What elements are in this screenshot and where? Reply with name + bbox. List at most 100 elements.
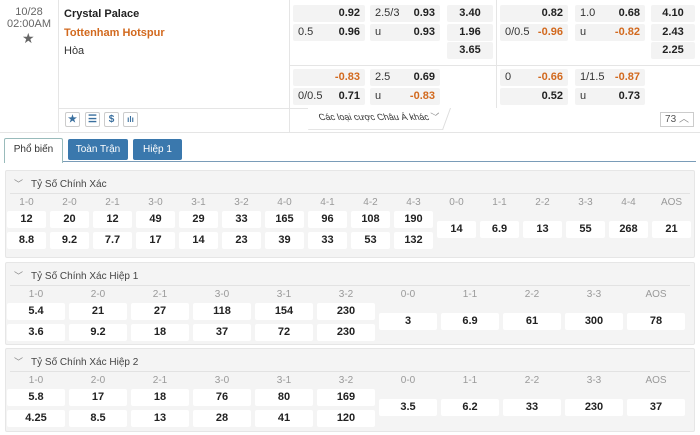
odds-cell-away[interactable]: 4.25 [7,410,65,427]
odds-ft-hdp-home[interactable]: 0.92 [293,5,365,22]
odds-cell-away[interactable]: 23 [222,232,261,249]
tab-pho-bien[interactable]: Phổ biến [4,138,63,163]
odds-cell[interactable]: 6.9 [480,221,519,238]
odds-ft-1x2-home[interactable]: 3.40 [447,5,493,22]
odds-cell-away[interactable]: 13 [131,410,189,427]
odds-ft-ou-over[interactable]: 2.5/3 0.93 [370,5,440,22]
odds-h1-ou-over[interactable]: 1.0 0.68 [575,5,645,22]
odds-cell-home[interactable]: 17 [69,389,127,406]
odds-ft-1x2-draw[interactable]: 3.65 [447,42,493,59]
odds-cell-away[interactable]: 230 [317,324,375,341]
odds-h1-alt-ou-over[interactable]: 1/1.5 -0.87 [575,69,645,86]
odds-cell-home[interactable]: 154 [255,303,313,320]
odds-cell-home[interactable]: 27 [131,303,189,320]
odds-cell-home[interactable]: 5.8 [7,389,65,406]
odds-ft-alt-ou-under[interactable]: u -0.83 [370,88,440,105]
odds-h1-1x2-home[interactable]: 4.10 [651,5,695,22]
odds-cell-home[interactable]: 49 [136,211,175,228]
odds-cell-home[interactable]: 169 [317,389,375,406]
odds-cell-away[interactable]: 132 [394,232,433,249]
odds-cell-home[interactable]: 33 [222,211,261,228]
odds-cell[interactable]: 268 [609,221,648,238]
odds-cell[interactable]: 14 [437,221,476,238]
odds-cell-away[interactable]: 53 [351,232,390,249]
odds-cell[interactable]: 55 [566,221,605,238]
odds-h1-alt-hdp-away[interactable]: 0.52 [500,88,568,105]
section-header[interactable]: ﹀ Tỷ Số Chính Xác [14,177,107,190]
dollar-icon[interactable]: $ [104,112,119,127]
odds-cell[interactable]: 3.5 [379,399,437,416]
odds-cell[interactable]: 3 [379,313,437,330]
away-team[interactable]: Tottenham Hotspur [64,27,165,39]
odds-cell-away[interactable]: 9.2 [69,324,127,341]
odds-cell-home[interactable]: 108 [351,211,390,228]
odds-cell[interactable]: 37 [627,399,685,416]
odds-cell[interactable]: 230 [565,399,623,416]
chart-icon[interactable]: ılı [123,112,138,127]
odds-cell[interactable]: 6.9 [441,313,499,330]
tab-hiep-1[interactable]: Hiệp 1 [133,139,182,160]
odds-cell[interactable]: 61 [503,313,561,330]
chevron-down-icon: ﹀ [14,179,24,189]
odds-cell[interactable]: 6.2 [441,399,499,416]
odds-ft-ou-under[interactable]: u 0.93 [370,24,440,41]
odds-cell-home[interactable]: 96 [308,211,347,228]
odds-cell[interactable]: 78 [627,313,685,330]
home-team[interactable]: Crystal Palace [64,8,140,20]
odds-h1-hdp-away[interactable]: 0/0.5 -0.96 [500,24,568,41]
odds-cell-away[interactable]: 37 [193,324,251,341]
odds-h1-hdp-home[interactable]: 0.82 [500,5,568,22]
more-asian-bets-button[interactable]: Các loại cược Châu Á khác ﹀ [307,108,452,130]
odds-cell-home[interactable]: 18 [131,389,189,406]
odds-cell-away[interactable]: 28 [193,410,251,427]
odds-cell-home[interactable]: 118 [193,303,251,320]
section-header[interactable]: ﹀ Tỷ Số Chính Xác Hiệp 1 [14,269,138,282]
odds-cell-home[interactable]: 230 [317,303,375,320]
odds-cell-away[interactable]: 8.5 [69,410,127,427]
odds-cell-away[interactable]: 17 [136,232,175,249]
odds-cell-home[interactable]: 76 [193,389,251,406]
odds-cell-away[interactable]: 9.2 [50,232,89,249]
odds-cell-home[interactable]: 12 [93,211,132,228]
star-icon[interactable]: ★ [65,112,80,127]
odds-cell-away[interactable]: 7.7 [93,232,132,249]
odds-cell-home[interactable]: 165 [265,211,304,228]
odds-ft-alt-hdp-away[interactable]: 0/0.5 0.71 [293,88,365,105]
list-icon[interactable]: ☰ [85,112,100,127]
more-label: Các loại cược Châu Á khác [317,112,431,122]
odds-cell-home[interactable]: 12 [7,211,46,228]
odds-cell[interactable]: 33 [503,399,561,416]
odds-cell-away[interactable]: 8.8 [7,232,46,249]
odds-cell-away[interactable]: 120 [317,410,375,427]
odds-cell[interactable]: 300 [565,313,623,330]
tab-toan-tran[interactable]: Toàn Trận [68,139,128,160]
odds-ft-hdp-away[interactable]: 0.5 0.96 [293,24,365,41]
odds-cell-away[interactable]: 3.6 [7,324,65,341]
odds-ft-alt-ou-over[interactable]: 2.5 0.69 [370,69,440,86]
odds-cell-away[interactable]: 72 [255,324,313,341]
odds-ft-alt-hdp-home[interactable]: -0.83 [293,69,365,86]
odds-h1-alt-ou-under[interactable]: u 0.73 [575,88,645,105]
favorite-star-icon[interactable]: ★ [22,30,35,46]
odds-cell-home[interactable]: 21 [69,303,127,320]
odds-ft-1x2-away[interactable]: 1.96 [447,24,493,41]
odds-cell-home[interactable]: 190 [394,211,433,228]
odds-h1-alt-hdp-home[interactable]: 0 -0.66 [500,69,568,86]
market-count-button[interactable]: 73 ︿ [660,112,694,127]
odds-cell-away[interactable]: 39 [265,232,304,249]
odds-cell-away[interactable]: 33 [308,232,347,249]
odds-cell-away[interactable]: 18 [131,324,189,341]
odds-cell-home[interactable]: 5.4 [7,303,65,320]
odds-h1-1x2-draw[interactable]: 2.25 [651,42,695,59]
odds-cell-home[interactable]: 80 [255,389,313,406]
odds-cell-home[interactable]: 29 [179,211,218,228]
odds-cell[interactable]: 13 [523,221,562,238]
score-label: 2-0 [90,375,106,386]
odds-cell[interactable]: 21 [652,221,691,238]
odds-h1-1x2-away[interactable]: 2.43 [651,24,695,41]
odds-cell-away[interactable]: 41 [255,410,313,427]
odds-cell-away[interactable]: 14 [179,232,218,249]
odds-cell-home[interactable]: 20 [50,211,89,228]
section-header[interactable]: ﹀ Tỷ Số Chính Xác Hiệp 2 [14,355,138,368]
odds-h1-ou-under[interactable]: u -0.82 [575,24,645,41]
